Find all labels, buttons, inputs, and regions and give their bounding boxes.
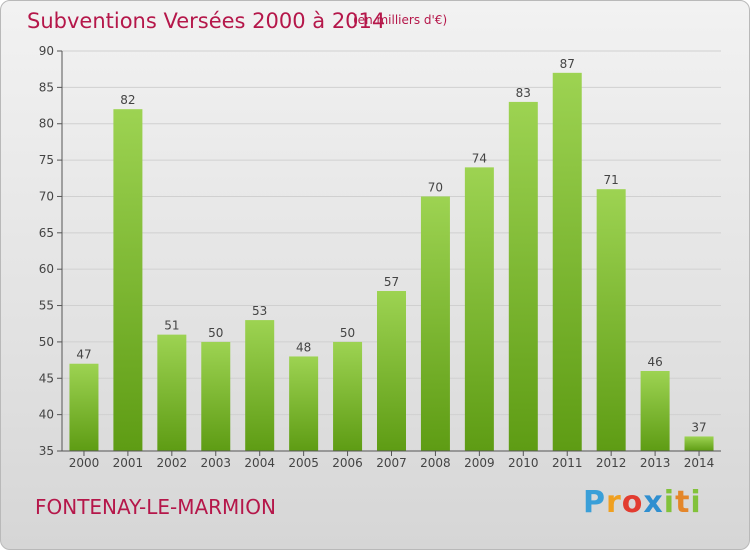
y-tick-label: 80 [39, 117, 54, 131]
bar [464, 167, 494, 451]
bar [245, 320, 275, 451]
x-tick-label: 2014 [684, 456, 715, 470]
bar [377, 291, 406, 451]
chart-title: Subventions Versées 2000 à 2014 [27, 9, 386, 33]
y-tick-label: 70 [39, 189, 54, 203]
bar [420, 196, 450, 451]
data-label: 82 [120, 93, 135, 107]
bar [640, 371, 670, 451]
y-tick-label: 45 [39, 371, 54, 385]
data-label: 57 [384, 275, 399, 289]
x-tick-label: 2013 [640, 456, 671, 470]
data-label: 50 [340, 326, 355, 340]
bar [113, 109, 143, 451]
data-label: 47 [76, 348, 91, 362]
x-tick-label: 2007 [376, 456, 407, 470]
data-label: 50 [208, 326, 223, 340]
bar [552, 72, 582, 452]
data-label: 48 [296, 340, 311, 354]
data-label: 37 [691, 420, 706, 434]
x-tick-label: 2012 [596, 456, 627, 470]
x-tick-label: 2006 [332, 456, 363, 470]
y-tick-label: 75 [39, 153, 54, 167]
data-label: 71 [604, 173, 619, 187]
data-label: 53 [252, 304, 267, 318]
axes [57, 50, 721, 456]
commune-name: FONTENAY-LE-MARMION [35, 495, 276, 519]
y-tick-label: 35 [39, 444, 54, 458]
data-label: 74 [472, 151, 487, 165]
x-tick-label: 2008 [420, 456, 451, 470]
x-tick-label: 2011 [552, 456, 583, 470]
y-tick-label: 50 [39, 335, 54, 349]
data-label: 83 [516, 86, 531, 100]
data-label: 87 [560, 57, 575, 71]
x-tick-label: 2010 [508, 456, 539, 470]
x-tick-label: 2000 [69, 456, 100, 470]
proxiti-logo: Proxiti [583, 485, 702, 520]
data-label: 46 [647, 355, 662, 369]
chart-unit: (en milliers d'€) [353, 13, 448, 27]
x-tick-label: 2004 [244, 456, 275, 470]
bar [508, 101, 538, 451]
x-tick-label: 2003 [200, 456, 231, 470]
x-tick-label: 2001 [113, 456, 144, 470]
labels: 35 40 45 50 55 60 65 70 75 80 85 90 47 2000 82 2001 51 20… [39, 44, 715, 470]
x-tick-label: 2005 [288, 456, 319, 470]
bars [69, 72, 714, 452]
x-tick-label: 2009 [464, 456, 495, 470]
y-tick-label: 85 [39, 80, 54, 94]
bar [69, 363, 99, 451]
x-tick-label: 2002 [157, 456, 188, 470]
y-tick-label: 90 [39, 44, 54, 58]
bar [684, 436, 714, 451]
y-tick-label: 65 [39, 226, 54, 240]
bar [157, 334, 187, 451]
data-label: 70 [428, 180, 443, 194]
y-tick-label: 60 [39, 262, 54, 276]
y-tick-label: 40 [39, 408, 54, 422]
bar [201, 341, 231, 451]
data-label: 51 [164, 319, 179, 333]
y-tick-label: 55 [39, 299, 54, 313]
bar [596, 189, 626, 451]
bar [289, 356, 319, 451]
bar [333, 341, 363, 451]
